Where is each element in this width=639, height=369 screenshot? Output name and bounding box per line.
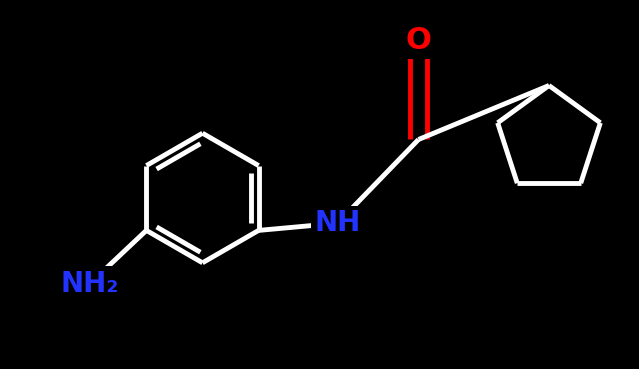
Text: NH: NH xyxy=(314,209,360,237)
Text: O: O xyxy=(406,26,431,55)
Text: NH₂: NH₂ xyxy=(61,269,119,297)
